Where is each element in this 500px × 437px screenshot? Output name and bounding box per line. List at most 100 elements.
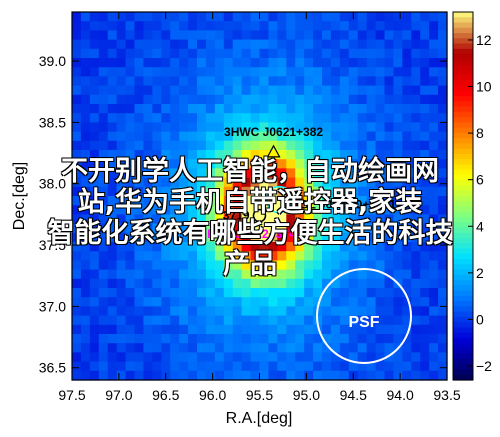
heatmap-cell	[375, 288, 386, 298]
heatmap-cell	[286, 12, 296, 22]
colorbar-segment	[453, 269, 473, 276]
heatmap-cell	[223, 334, 234, 344]
psf-label: PSF	[348, 314, 379, 331]
heatmap-cell	[357, 196, 368, 206]
heatmap-cell	[107, 48, 118, 59]
heatmap-cell	[107, 269, 118, 280]
heatmap-cell	[277, 94, 287, 105]
heatmap-cell	[304, 76, 314, 87]
heatmap-cell	[411, 306, 421, 317]
heatmap-cell	[188, 232, 198, 243]
heatmap-cell	[277, 223, 287, 234]
heatmap-cell	[393, 122, 403, 133]
heatmap-cell	[134, 214, 145, 225]
heatmap-cell	[411, 288, 421, 298]
heatmap-cell	[313, 251, 323, 261]
heatmap-cell	[357, 85, 368, 96]
heatmap-cell	[197, 150, 207, 160]
heatmap-cell	[286, 343, 296, 353]
heatmap-cell	[420, 48, 430, 59]
heatmap-cell	[197, 260, 207, 271]
heatmap-cell	[438, 177, 448, 188]
heatmap-cell	[125, 39, 136, 50]
heatmap-cell	[277, 168, 287, 179]
heatmap-cell	[411, 196, 421, 206]
heatmap-cell	[152, 324, 162, 335]
heatmap-cell	[375, 67, 386, 77]
heatmap-cell	[98, 214, 109, 225]
heatmap-cell	[304, 58, 314, 68]
heatmap-cell	[339, 30, 350, 41]
heatmap-cell	[250, 48, 261, 59]
heatmap-cell	[429, 352, 439, 363]
heatmap-cell	[268, 352, 278, 363]
heatmap-cell	[330, 21, 341, 31]
heatmap-cell	[107, 315, 118, 326]
heatmap-cell	[205, 214, 216, 225]
heatmap-cell	[438, 21, 448, 31]
heatmap-cell	[241, 223, 252, 234]
heatmap-cell	[250, 21, 261, 31]
heatmap-cell	[152, 242, 162, 252]
heatmap-cell	[205, 324, 216, 335]
heatmap-cell	[72, 352, 82, 363]
heatmap-cell	[161, 324, 171, 335]
heatmap-cell	[214, 58, 225, 68]
heatmap-cell	[188, 306, 198, 317]
heatmap-cell	[152, 12, 162, 22]
heatmap-cell	[80, 278, 91, 289]
heatmap-cell	[188, 21, 198, 31]
heatmap-cell	[72, 85, 82, 96]
heatmap-cell	[295, 343, 305, 353]
heatmap-cell	[107, 196, 118, 206]
heatmap-cell	[420, 361, 430, 372]
heatmap-cell	[339, 306, 350, 317]
heatmap-cell	[170, 104, 180, 114]
heatmap-cell	[366, 67, 377, 77]
heatmap-cell	[348, 76, 359, 87]
heatmap-cell	[152, 334, 162, 344]
heatmap-cell	[286, 113, 296, 123]
heatmap-cell	[107, 306, 118, 317]
heatmap-cell	[250, 104, 261, 114]
heatmap-cell	[89, 214, 100, 225]
heatmap-cell	[411, 297, 421, 307]
heatmap-cell	[125, 113, 136, 123]
heatmap-cell	[241, 177, 252, 188]
heatmap-cell	[393, 186, 403, 197]
heatmap-cell	[143, 324, 153, 335]
heatmap-cell	[384, 324, 395, 335]
heatmap-cell	[197, 58, 207, 68]
heatmap-cell	[223, 85, 234, 96]
heatmap-cell	[241, 352, 252, 363]
heatmap-cell	[259, 85, 270, 96]
colorbar-segment	[453, 332, 473, 339]
heatmap-cell	[80, 196, 91, 206]
heatmap-cell	[197, 48, 207, 59]
heatmap-cell	[313, 168, 323, 179]
heatmap-cell	[286, 324, 296, 335]
heatmap-cell	[72, 104, 82, 114]
heatmap-cell	[134, 297, 145, 307]
heatmap-cell	[393, 177, 403, 188]
heatmap-cell	[411, 168, 421, 179]
heatmap-cell	[116, 113, 127, 123]
heatmap-cell	[179, 159, 189, 169]
heatmap-cell	[375, 150, 386, 160]
heatmap-cell	[134, 223, 145, 234]
heatmap-cell	[214, 39, 225, 50]
heatmap-cell	[80, 361, 91, 372]
colorbar-segment	[453, 85, 473, 92]
heatmap-cell	[116, 21, 127, 31]
heatmap-cell	[143, 21, 153, 31]
heatmap-cell	[250, 196, 261, 206]
heatmap-cell	[143, 48, 153, 59]
heatmap-cell	[170, 67, 180, 77]
heatmap-cell	[223, 205, 234, 215]
heatmap-cell	[116, 104, 127, 114]
heatmap-cell	[411, 150, 421, 160]
heatmap-cell	[277, 76, 287, 87]
heatmap-cell	[116, 150, 127, 160]
heatmap-cell	[339, 260, 350, 271]
heatmap-cell	[322, 223, 332, 234]
